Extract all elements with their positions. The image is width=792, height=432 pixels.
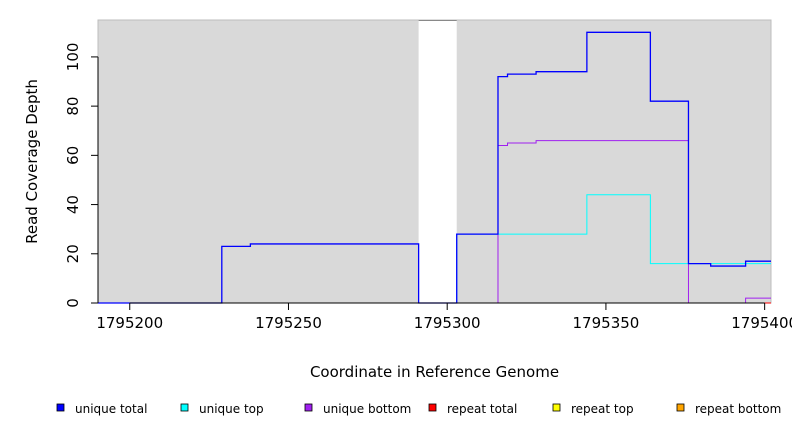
legend: unique total unique top unique bottom repea… (56, 402, 781, 416)
y-axis-title: Read Coverage Depth (23, 79, 41, 244)
series-line-unique-total (98, 31, 771, 304)
legend-item: unique bottom (304, 402, 411, 416)
x-axis-title: Coordinate in Reference Genome (310, 363, 559, 381)
legend-label: unique bottom (323, 402, 411, 416)
legend-label: repeat total (447, 402, 517, 416)
y-tick-label: 100 (64, 43, 82, 72)
y-tick-label: 80 (64, 97, 82, 116)
legend-swatch (428, 403, 437, 412)
plot-area (97, 19, 772, 304)
legend-item: repeat total (428, 402, 517, 416)
y-tick-label: 60 (64, 146, 82, 165)
legend-item: repeat top (552, 402, 634, 416)
legend-item: unique total (56, 402, 147, 416)
legend-swatch (552, 403, 561, 412)
x-tick-label: 1795200 (96, 314, 163, 332)
x-tick-label: 1795250 (255, 314, 322, 332)
legend-item: unique top (180, 402, 264, 416)
y-tick-label: 0 (64, 298, 82, 308)
x-axis: 1795200 1795250 1795300 1795350 1795400 (96, 302, 792, 332)
x-tick-label: 1795300 (414, 314, 481, 332)
gap-region (418, 20, 457, 303)
legend-swatch (56, 403, 65, 412)
legend-label: repeat top (571, 402, 634, 416)
legend-swatch (304, 403, 313, 412)
legend-label: unique total (75, 402, 147, 416)
x-tick-label: 1795350 (573, 314, 640, 332)
legend-swatch (180, 403, 189, 412)
legend-label: repeat bottom (695, 402, 781, 416)
y-axis: 0 20 40 60 80 100 (64, 43, 99, 308)
x-tick-label: 1795400 (731, 314, 792, 332)
legend-label: unique top (199, 402, 264, 416)
legend-swatch (676, 403, 685, 412)
legend-item: repeat bottom (676, 402, 781, 416)
y-tick-label: 20 (64, 244, 82, 263)
y-tick-label: 40 (64, 195, 82, 214)
